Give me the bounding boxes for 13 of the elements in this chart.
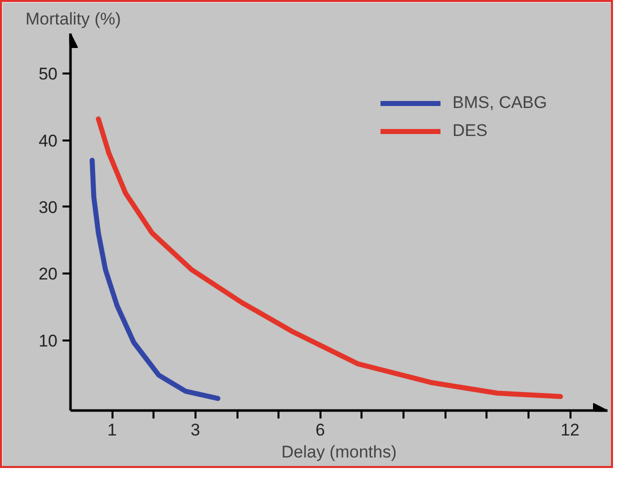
x-tick-label: 3 (190, 420, 200, 440)
y-tick-label: 50 (38, 64, 58, 84)
legend-label: DES (452, 121, 488, 141)
legend-label: BMS, CABG (452, 93, 547, 113)
y-tick-label: 20 (38, 264, 58, 284)
y-axis-title: Mortality (%) (26, 10, 121, 28)
x-axis-title: Delay (months) (281, 442, 397, 462)
x-tick-label: 6 (316, 420, 326, 440)
y-tick-label: 10 (38, 331, 58, 350)
x-tick-label: 1 (107, 420, 117, 440)
x-tick-label: 12 (560, 420, 580, 440)
y-tick-label: 40 (38, 131, 58, 150)
y-tick-label: 30 (38, 198, 58, 217)
